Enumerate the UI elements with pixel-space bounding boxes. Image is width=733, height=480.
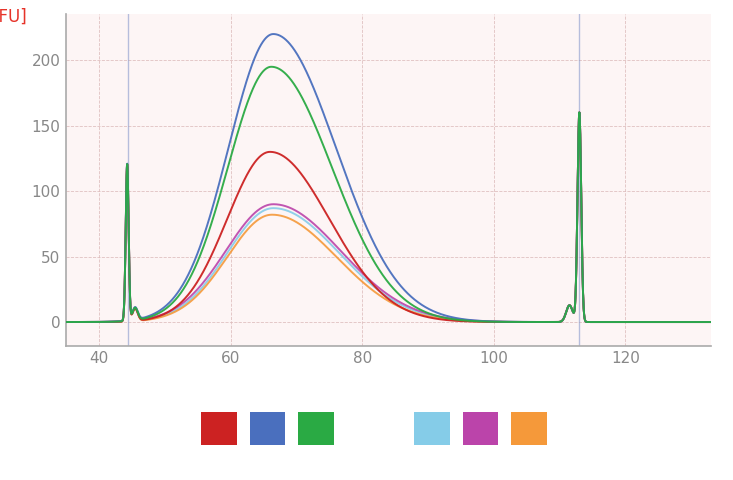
FancyBboxPatch shape (463, 412, 498, 445)
FancyBboxPatch shape (250, 412, 285, 445)
FancyBboxPatch shape (414, 412, 450, 445)
FancyBboxPatch shape (298, 412, 334, 445)
FancyBboxPatch shape (511, 412, 547, 445)
FancyBboxPatch shape (202, 412, 237, 445)
Y-axis label: [FU]: [FU] (0, 8, 27, 26)
